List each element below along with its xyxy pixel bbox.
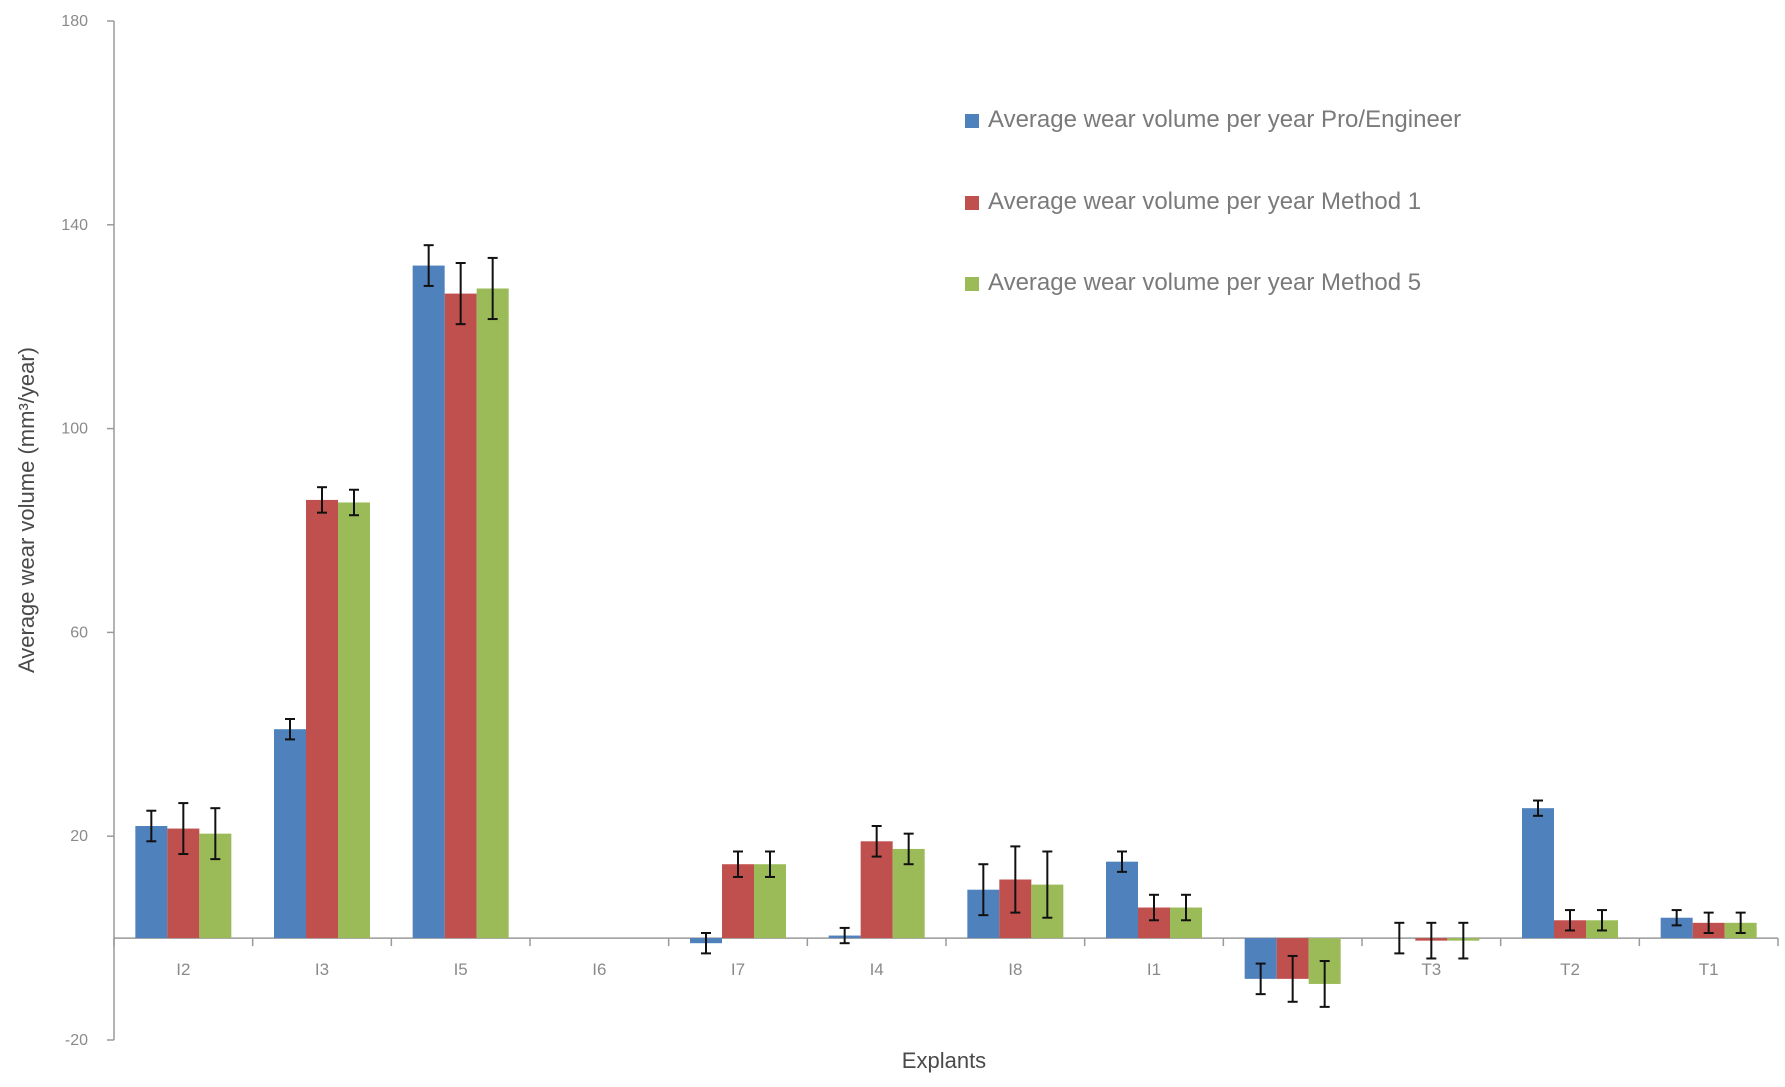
- y-tick-label: 60: [70, 624, 88, 641]
- y-tick-label: 20: [70, 828, 88, 845]
- bar: [1106, 861, 1138, 939]
- bar: [1522, 808, 1554, 939]
- bar: [306, 499, 338, 939]
- bar: [1660, 917, 1693, 939]
- bar: [274, 729, 306, 939]
- y-tick-label: 180: [61, 13, 88, 30]
- x-tick-label: I1: [1147, 960, 1161, 979]
- y-tick-label: -20: [65, 1032, 88, 1049]
- legend-label: Average wear volume per year Method 5: [988, 269, 1421, 296]
- y-axis-title: Average wear volume (mm³/year): [14, 347, 39, 673]
- legend-swatch: [965, 277, 979, 291]
- bar: [338, 502, 370, 939]
- y-tick-label: 100: [61, 421, 88, 438]
- bar: [412, 265, 445, 939]
- legend-label: Average wear volume per year Method 1: [988, 188, 1421, 215]
- error-bar-group: [146, 244, 1746, 1008]
- x-tick-label: T1: [1699, 960, 1719, 979]
- bar: [476, 288, 509, 939]
- bar-series-group: [135, 265, 1757, 984]
- legend-label: Average wear volume per year Pro/Enginee…: [988, 106, 1461, 133]
- legend: Average wear volume per year Pro/Enginee…: [965, 106, 1461, 296]
- bar: [444, 293, 477, 939]
- x-tick-label: I6: [592, 960, 606, 979]
- x-tick-label: I2: [176, 960, 190, 979]
- x-tick-label: I5: [454, 960, 468, 979]
- x-tick-label: I3: [315, 960, 329, 979]
- bar: [135, 826, 168, 939]
- x-axis-title: Explants: [902, 1048, 986, 1073]
- y-tick-label: 140: [61, 217, 88, 234]
- x-tick-label: I4: [870, 960, 884, 979]
- y-axis: -20 20 60 100 140 180: [61, 13, 115, 1049]
- x-tick-label: I8: [1008, 960, 1022, 979]
- x-tick-label: I7: [731, 960, 745, 979]
- legend-swatch: [965, 196, 979, 210]
- x-axis: I2 I3 I5 I6 I7 I4 I8 I1 T3 T2 T1: [113, 937, 1779, 979]
- x-tick-label: T3: [1421, 960, 1441, 979]
- x-tick-label: T2: [1560, 960, 1580, 979]
- legend-swatch: [965, 114, 979, 128]
